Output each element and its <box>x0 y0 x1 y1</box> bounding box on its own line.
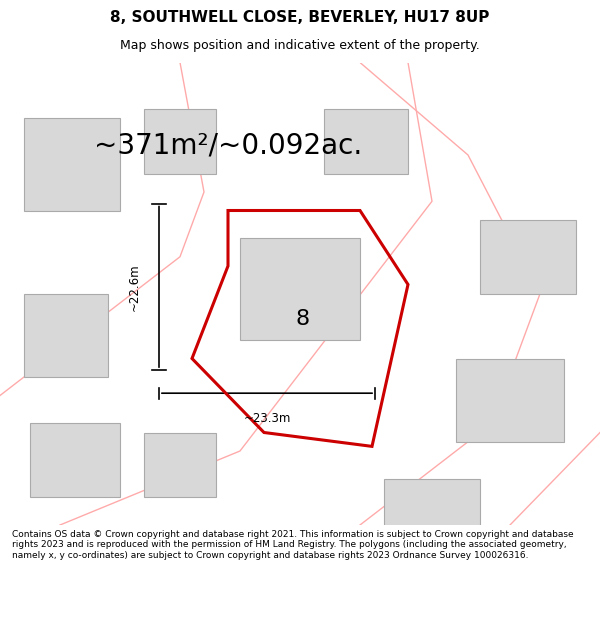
Polygon shape <box>480 220 576 294</box>
Text: ~371m²/~0.092ac.: ~371m²/~0.092ac. <box>94 132 362 160</box>
Polygon shape <box>144 109 216 174</box>
Text: 8: 8 <box>296 309 310 329</box>
Polygon shape <box>324 109 408 174</box>
Polygon shape <box>144 432 216 498</box>
Text: Contains OS data © Crown copyright and database right 2021. This information is : Contains OS data © Crown copyright and d… <box>12 530 574 560</box>
Text: ~22.6m: ~22.6m <box>128 263 141 311</box>
Text: Map shows position and indicative extent of the property.: Map shows position and indicative extent… <box>120 39 480 51</box>
Polygon shape <box>24 118 120 211</box>
Polygon shape <box>240 238 360 340</box>
Polygon shape <box>30 423 120 498</box>
Polygon shape <box>384 479 480 534</box>
Polygon shape <box>24 294 108 377</box>
Polygon shape <box>456 359 564 442</box>
Text: 8, SOUTHWELL CLOSE, BEVERLEY, HU17 8UP: 8, SOUTHWELL CLOSE, BEVERLEY, HU17 8UP <box>110 10 490 25</box>
Text: ~23.3m: ~23.3m <box>244 412 290 425</box>
